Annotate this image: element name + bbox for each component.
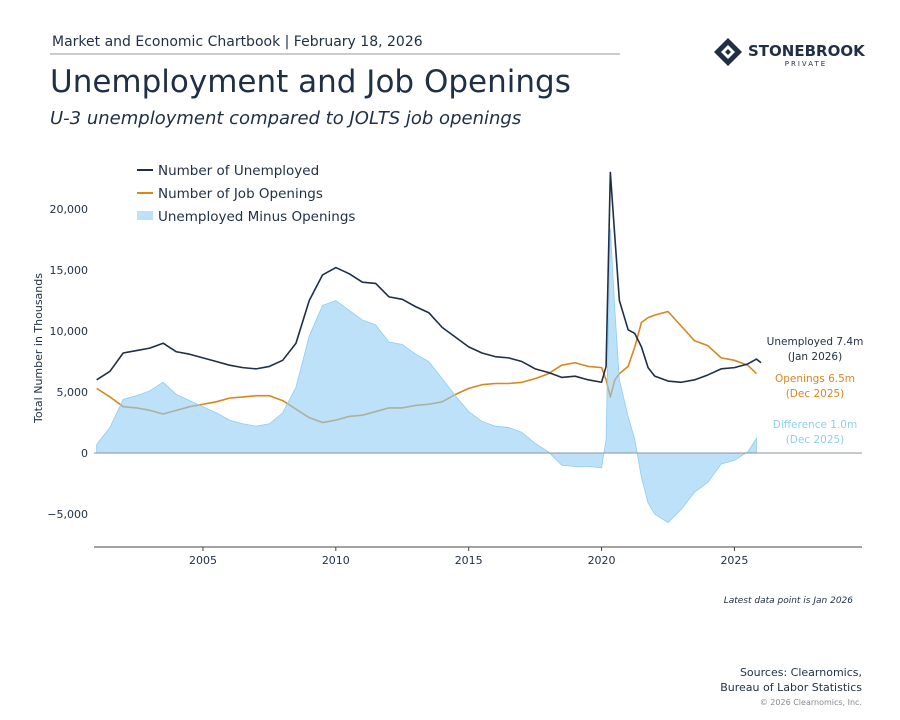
annotation: (Dec 2025) [786,388,845,400]
y-axis-label: Total Number in Thousands [32,273,45,424]
annotation: Difference 1.0m [773,419,857,431]
x-tick-label: 2005 [189,554,217,567]
y-tick-label: 10,000 [50,325,89,338]
line [96,171,762,384]
x-tick-label: 2025 [720,554,748,567]
x-tick-label: 2015 [455,554,483,567]
y-tick-label: 0 [81,447,88,460]
legend-label: Unemployed Minus Openings [158,209,355,225]
legend-label: Number of Job Openings [158,186,323,202]
y-tick-label: 20,000 [50,203,89,216]
chartbook-label: Market and Economic Chartbook | February… [52,34,423,50]
brand-sub: PRIVATE [785,60,827,68]
sources: Sources: Clearnomics, [740,666,862,679]
brand: STONEBROOK [748,42,866,60]
y-tick-label: 5,000 [57,386,89,399]
x-tick-label: 2010 [322,554,350,567]
annotation: (Dec 2025) [786,434,845,446]
y-tick-label: 15,000 [50,264,89,277]
x-tick-label: 2020 [588,554,616,567]
area [96,228,757,524]
sources: Bureau of Labor Statistics [720,681,862,694]
chart-title: Unemployment and Job Openings [50,64,571,100]
line [96,310,758,424]
copyright: © 2026 Clearnomics, Inc. [760,698,862,707]
annotation: Unemployed 7.4m [767,336,864,348]
y-tick-label: −5,000 [47,508,88,521]
annotation: Openings 6.5m [775,373,855,385]
legend-label: Number of Unemployed [158,163,319,179]
annotation: (Jan 2026) [788,351,842,363]
chart-subtitle: U-3 unemployment compared to JOLTS job o… [50,108,521,129]
legend-swatch [137,211,153,220]
note: Latest data point is Jan 2026 [724,596,854,606]
logo [714,38,742,66]
